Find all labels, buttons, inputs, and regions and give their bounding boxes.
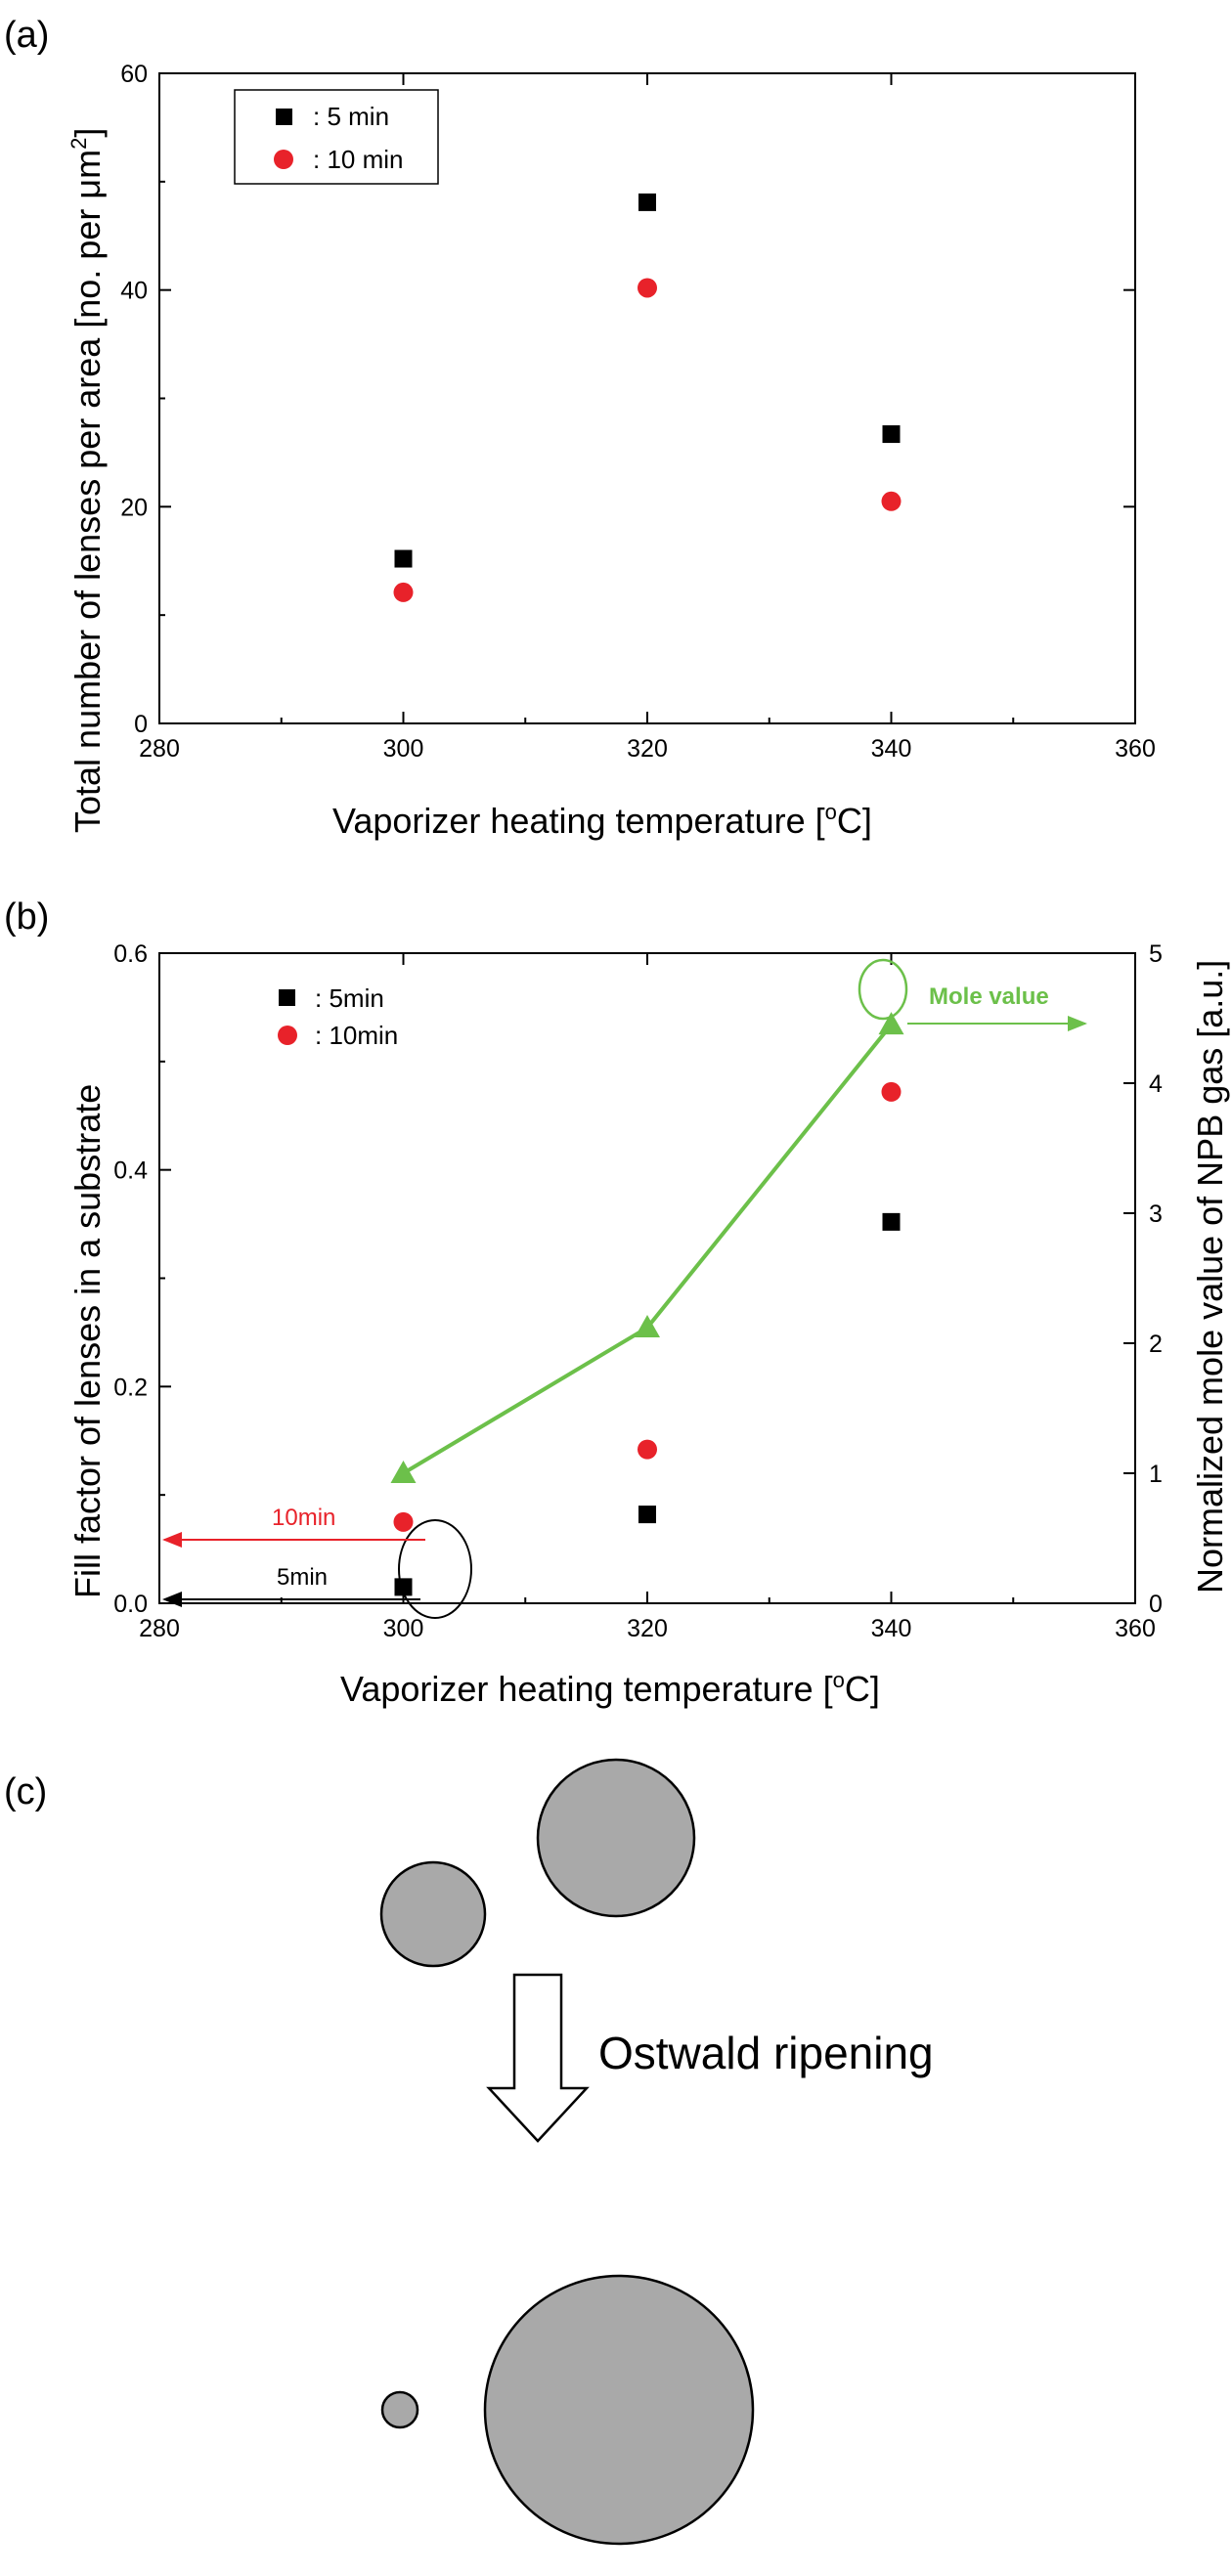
- x-tick-label: 340: [871, 735, 912, 763]
- data-point-triangle: [878, 1012, 904, 1035]
- small-particle-after: [380, 2390, 419, 2429]
- panel-label-a: (a): [4, 15, 49, 56]
- x-tick-label: 320: [627, 735, 668, 763]
- chart-a-ylabel: Total number of lenses per area [no. per…: [66, 128, 108, 833]
- y2-tick-label: 3: [1149, 1201, 1163, 1228]
- x-tick-label: 360: [1115, 735, 1156, 763]
- data-point-circle: [638, 1439, 657, 1460]
- data-point-circle: [881, 1081, 902, 1102]
- x-tick-label: 300: [383, 1615, 424, 1642]
- panel-label-c: (c): [4, 1771, 47, 1812]
- y-tick-label: 0.2: [113, 1374, 148, 1401]
- y-tick-label: 20: [120, 494, 148, 521]
- legend-b-marker-5min: [279, 989, 295, 1006]
- large-particle-before: [536, 1758, 696, 1918]
- legend-b-marker-10min: [278, 1026, 297, 1045]
- data-point-square: [638, 193, 656, 211]
- arrow-mole-label: Mole value: [929, 983, 1049, 1010]
- y2-tick-label: 1: [1149, 1461, 1163, 1488]
- series-line-mole-value: [402, 1023, 894, 1475]
- chart-a-legend-box: [234, 89, 439, 185]
- chart-a-y-ticks: 0 20 40 60: [120, 61, 1135, 738]
- chart-b-y2-ticks: 0 1 2 3 4 5: [1123, 940, 1163, 1618]
- y2-tick-label: 5: [1149, 940, 1163, 968]
- chart-a-points: [393, 193, 902, 602]
- data-point-circle: [638, 278, 657, 298]
- data-point-triangle: [635, 1315, 660, 1338]
- legend-a-label-10min: : 10 min: [313, 145, 404, 174]
- chart-b-legend: : 5min : 10min: [278, 983, 398, 1050]
- data-point-triangle: [390, 1461, 417, 1483]
- annot-ellipse-300: [398, 1519, 472, 1619]
- x-tick-label: 340: [871, 1615, 912, 1642]
- y-tick-label: 0.0: [113, 1591, 148, 1618]
- down-arrow-icon: [486, 1973, 590, 2143]
- x-tick-label: 280: [139, 735, 180, 763]
- data-point-circle: [393, 582, 414, 602]
- panel-label-b: (b): [4, 896, 49, 938]
- chart-a-legend: : 5 min : 10 min: [234, 89, 439, 185]
- data-point-circle: [393, 1511, 414, 1532]
- annot-ellipse-340: [858, 958, 908, 1021]
- chart-a: 280 300 320 340 360 0 20 40 60 : 5 min : 10 min…: [66, 61, 1156, 841]
- data-point-square: [394, 549, 413, 568]
- data-point-square: [394, 1578, 413, 1596]
- chart-a-xlabel: Vaporizer heating temperature [oC]: [332, 800, 872, 841]
- chart-a-x-ticks: 280 300 320 340 360: [139, 73, 1156, 763]
- chart-b-y-ticks: 0.0 0.2 0.4 0.6: [113, 940, 171, 1618]
- small-particle-before: [379, 1860, 487, 1968]
- legend-a-marker-10min: [274, 150, 293, 169]
- x-tick-label: 280: [139, 1615, 180, 1642]
- legend-a-marker-5min: [276, 109, 292, 125]
- chart-b-ylabel: Fill factor of lenses in a substrate: [67, 1084, 108, 1598]
- chart-b-points: [390, 1012, 904, 1596]
- diagram-label: Ostwald ripening: [598, 2028, 934, 2078]
- data-point-circle: [881, 491, 902, 511]
- y2-tick-label: 0: [1149, 1591, 1163, 1618]
- y-tick-label: 60: [120, 61, 148, 88]
- legend-b-label-5min: : 5min: [315, 983, 384, 1013]
- y-tick-label: 0.6: [113, 940, 148, 968]
- x-tick-label: 300: [383, 735, 424, 763]
- legend-a-label-5min: : 5 min: [313, 102, 389, 131]
- diagram-c: Ostwald ripening: [379, 1758, 934, 2546]
- y2-tick-label: 2: [1149, 1331, 1163, 1358]
- x-tick-label: 360: [1115, 1615, 1156, 1642]
- data-point-square: [882, 425, 901, 444]
- large-particle-after: [483, 2274, 755, 2546]
- arrow-5min-label: 5min: [277, 1564, 328, 1591]
- y2-tick-label: 4: [1149, 1070, 1163, 1098]
- y-tick-label: 40: [120, 278, 148, 305]
- chart-b-y2label: Normalized mole value of NPB gas [a.u.]: [1190, 960, 1230, 1594]
- y-tick-label: 0.4: [113, 1157, 148, 1185]
- data-point-square: [638, 1506, 656, 1524]
- chart-b-mole-line: [402, 1023, 894, 1475]
- legend-b-label-10min: : 10min: [315, 1021, 398, 1050]
- y-tick-label: 0: [134, 711, 148, 738]
- chart-b: 280 300 320 340 360 0.0 0.2 0.4 0.6 0 1 2 3 4 5 10mi…: [67, 940, 1230, 1709]
- chart-b-xlabel: Vaporizer heating temperature [oC]: [340, 1668, 880, 1709]
- arrow-10min-label: 10min: [272, 1505, 335, 1531]
- data-point-square: [882, 1212, 901, 1231]
- x-tick-label: 320: [627, 1615, 668, 1642]
